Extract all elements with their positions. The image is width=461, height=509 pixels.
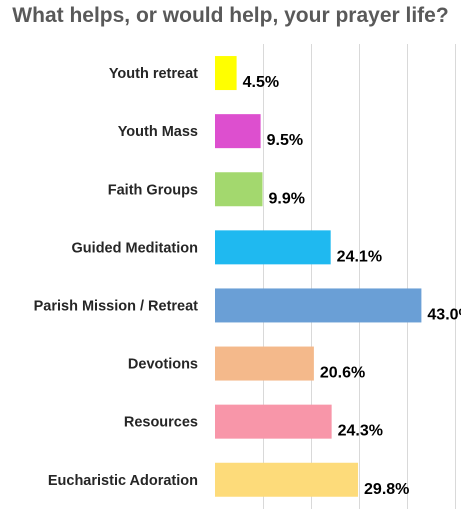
- category-label-faith-groups: Faith Groups: [108, 182, 198, 198]
- value-label-devotions: 20.6%: [320, 365, 365, 382]
- label-layer: Youth retreat 4.5% Youth Mass 9.5% Faith Gro…: [34, 66, 461, 498]
- category-label-youth-retreat: Youth retreat: [109, 66, 198, 82]
- value-label-resources: 24.3%: [338, 423, 383, 440]
- value-label-youth-mass: 9.5%: [267, 132, 303, 149]
- bar-youth-retreat: [215, 56, 237, 91]
- bar-resources: [215, 404, 332, 439]
- bar-layer: [215, 56, 422, 497]
- value-label-eucharistic-adoration: 29.8%: [364, 481, 409, 498]
- chart-title: What helps, or would help, your prayer l…: [12, 4, 449, 27]
- category-label-youth-mass: Youth Mass: [118, 124, 198, 140]
- bar-guided-meditation: [215, 230, 331, 265]
- bar-parish-mission-retreat: [215, 288, 422, 323]
- value-label-youth-retreat: 4.5%: [243, 74, 279, 91]
- value-label-faith-groups: 9.9%: [269, 190, 305, 207]
- bar-youth-mass: [215, 114, 261, 149]
- value-label-guided-meditation: 24.1%: [337, 248, 382, 265]
- category-label-resources: Resources: [124, 415, 198, 431]
- value-label-parish-mission-retreat: 43.0%: [427, 306, 461, 323]
- category-label-eucharistic-adoration: Eucharistic Adoration: [48, 473, 198, 489]
- category-label-parish-mission-retreat: Parish Mission / Retreat: [34, 298, 199, 314]
- bar-faith-groups: [215, 172, 263, 207]
- category-label-guided-meditation: Guided Meditation: [72, 240, 198, 256]
- bar-devotions: [215, 346, 314, 381]
- category-label-devotions: Devotions: [128, 357, 198, 373]
- bar-eucharistic-adoration: [215, 462, 359, 497]
